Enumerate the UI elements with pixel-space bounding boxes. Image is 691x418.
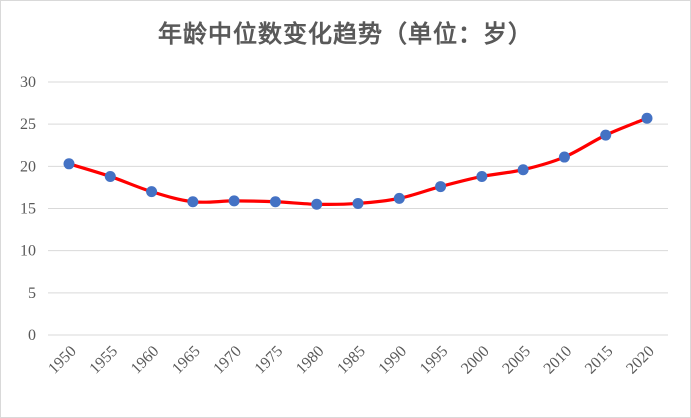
data-point-1955 bbox=[104, 170, 116, 182]
x-tick-label: 1970 bbox=[210, 343, 245, 378]
x-tick-label: 1975 bbox=[252, 343, 287, 378]
y-tick-label: 15 bbox=[20, 201, 36, 218]
x-tick-label: 1980 bbox=[293, 343, 328, 378]
data-point-2015 bbox=[600, 129, 612, 141]
y-tick-label: 0 bbox=[28, 327, 36, 344]
data-point-1995 bbox=[435, 181, 447, 193]
data-point-1970 bbox=[228, 195, 240, 207]
y-axis-ticks: 0 5 10 15 20 25 30 bbox=[20, 74, 36, 344]
data-point-1975 bbox=[269, 196, 281, 208]
data-point-1980 bbox=[311, 198, 323, 210]
x-tick-label: 1965 bbox=[169, 343, 204, 378]
x-tick-label: 1950 bbox=[45, 343, 80, 378]
y-tick-label: 30 bbox=[20, 74, 36, 91]
data-point-2010 bbox=[558, 151, 570, 163]
data-point-1950 bbox=[63, 158, 75, 170]
y-tick-label: 20 bbox=[20, 158, 36, 175]
data-point-1985 bbox=[352, 197, 364, 209]
x-tick-label: 1955 bbox=[86, 343, 121, 378]
y-tick-label: 10 bbox=[20, 243, 36, 260]
x-tick-label: 2020 bbox=[623, 343, 658, 378]
x-tick-label: 1985 bbox=[334, 343, 369, 378]
data-point-1990 bbox=[393, 192, 405, 204]
data-point-1960 bbox=[146, 186, 158, 198]
data-point-2000 bbox=[476, 170, 488, 182]
x-axis-ticks: 1950 1955 1960 1965 1970 1975 1980 1985 1990 1995… bbox=[45, 343, 658, 378]
chart-title: 年龄中位数变化趋势（单位：岁） bbox=[158, 20, 533, 48]
data-point-2005 bbox=[517, 164, 529, 176]
data-point-2020 bbox=[641, 112, 653, 124]
series bbox=[63, 112, 653, 210]
x-tick-label: 1995 bbox=[417, 343, 452, 378]
x-tick-label: 2010 bbox=[541, 343, 576, 378]
y-tick-label: 5 bbox=[28, 285, 36, 302]
x-tick-label: 2000 bbox=[458, 343, 493, 378]
gridlines bbox=[48, 81, 668, 336]
data-point-1965 bbox=[187, 196, 199, 208]
x-tick-label: 1990 bbox=[375, 343, 410, 378]
y-tick-label: 25 bbox=[20, 116, 36, 133]
x-tick-label: 2015 bbox=[582, 343, 617, 378]
x-tick-label: 2005 bbox=[499, 343, 534, 378]
x-tick-label: 1960 bbox=[128, 343, 163, 378]
